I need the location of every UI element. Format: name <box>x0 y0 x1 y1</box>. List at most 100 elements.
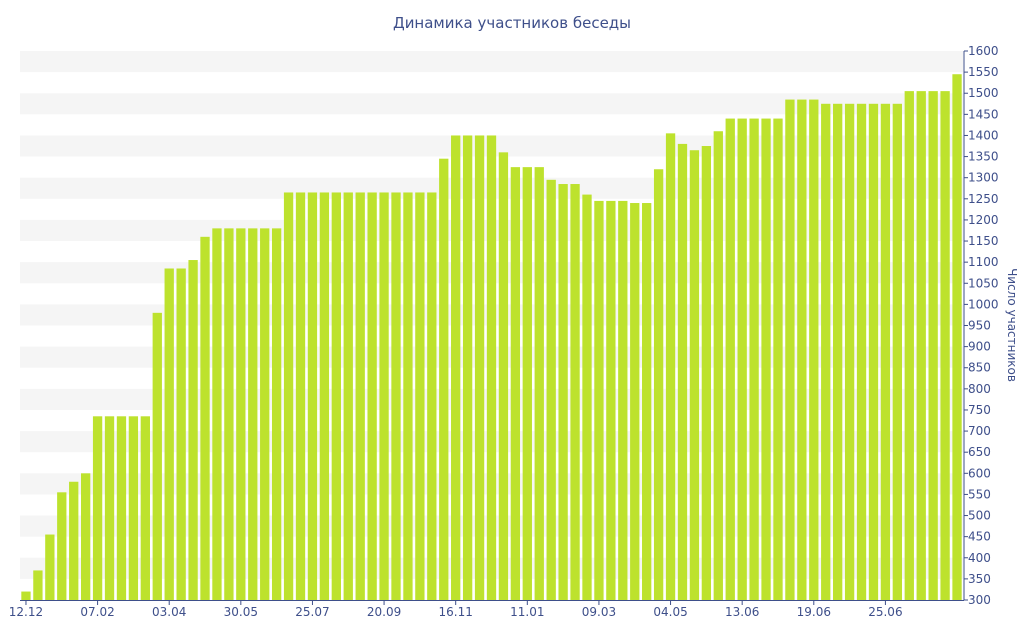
bar <box>128 416 139 600</box>
bar <box>200 236 210 600</box>
x-tick-label: 07.02 <box>80 605 114 619</box>
x-tick-label: 19.06 <box>797 605 831 619</box>
bar <box>546 179 556 601</box>
bar <box>104 416 115 600</box>
bar <box>821 103 831 600</box>
bar <box>677 143 688 600</box>
bar <box>952 74 962 601</box>
y-tick-label: 300 <box>968 593 991 607</box>
bar <box>92 416 103 600</box>
bar <box>415 192 425 600</box>
bar <box>69 481 79 600</box>
bar <box>522 167 532 600</box>
y-tick-label: 600 <box>968 466 991 480</box>
bar <box>594 200 604 601</box>
bar <box>236 228 246 600</box>
x-tick-label: 25.06 <box>868 605 902 619</box>
bar <box>81 473 91 600</box>
y-tick-label: 350 <box>968 572 991 586</box>
bar <box>665 133 676 600</box>
bar <box>797 99 807 600</box>
bar <box>701 146 712 600</box>
bar <box>630 203 640 600</box>
x-tick-label: 03.04 <box>152 605 186 619</box>
bar <box>940 91 950 601</box>
x-tick-label: 25.07 <box>295 605 329 619</box>
bar <box>570 184 580 600</box>
y-tick-label: 850 <box>968 361 991 375</box>
bar <box>391 192 401 600</box>
bar <box>642 203 652 600</box>
bar <box>271 228 282 600</box>
y-tick-label: 800 <box>968 382 991 396</box>
bar <box>224 228 234 600</box>
y-tick-label: 1000 <box>968 297 999 311</box>
y-tick-label: 500 <box>968 509 991 523</box>
bar <box>343 192 353 600</box>
x-axis: 12.12 07.02 03.04 30.05 25.07 20.09 16.11 11.01… <box>9 600 964 619</box>
bar <box>653 169 664 600</box>
y-tick-label: 900 <box>968 340 991 354</box>
bar <box>737 118 747 600</box>
bar <box>892 103 902 600</box>
bar <box>45 534 55 600</box>
bar <box>534 167 544 600</box>
bar <box>916 91 926 601</box>
y-axis-title: Число участников <box>1005 268 1019 382</box>
bar <box>176 268 186 600</box>
bar <box>188 260 198 600</box>
y-tick-label: 1450 <box>968 107 999 121</box>
bar <box>140 416 150 600</box>
y-tick-label: 1500 <box>968 86 999 100</box>
bar <box>403 192 413 600</box>
y-tick-label: 650 <box>968 445 991 459</box>
bar <box>379 192 389 600</box>
y-tick-label: 1600 <box>968 44 999 58</box>
bar <box>307 192 318 600</box>
grid-band <box>20 93 963 115</box>
x-tick-label: 20.09 <box>367 605 401 619</box>
y-tick-label: 450 <box>968 530 991 544</box>
bar <box>582 194 592 600</box>
chart-title: Динамика участников беседы <box>393 14 631 32</box>
bar <box>486 135 497 600</box>
bar <box>833 103 843 600</box>
x-tick-label: 16.11 <box>439 605 473 619</box>
bar <box>212 228 222 600</box>
bar <box>331 192 341 600</box>
bar <box>558 184 568 600</box>
bar <box>773 118 783 600</box>
bar <box>295 192 306 600</box>
bar <box>880 103 891 600</box>
y-tick-label: 1150 <box>968 234 999 248</box>
bar <box>498 152 509 600</box>
y-tick-label: 1200 <box>968 213 999 227</box>
bar <box>21 591 31 600</box>
bar <box>33 570 43 600</box>
bar <box>713 131 723 601</box>
bar <box>248 228 258 600</box>
bar <box>164 268 174 600</box>
y-tick-label: 750 <box>968 403 991 417</box>
bar <box>283 192 294 600</box>
grid-band <box>20 51 963 73</box>
bar <box>57 492 67 600</box>
x-tick-label: 13.06 <box>725 605 759 619</box>
y-tick-label: 1400 <box>968 128 999 142</box>
x-tick-label: 30.05 <box>224 605 258 619</box>
bar <box>725 118 735 600</box>
x-tick-label: 11.01 <box>510 605 544 619</box>
y-tick-label: 700 <box>968 424 991 438</box>
bar <box>439 158 449 600</box>
y-tick-label: 400 <box>968 551 991 565</box>
bar <box>606 200 616 601</box>
y-tick-label: 1350 <box>968 150 999 164</box>
bar <box>116 416 127 600</box>
y-tick-label: 550 <box>968 487 991 501</box>
bar <box>689 150 700 601</box>
bar <box>462 135 473 600</box>
bar <box>761 118 771 600</box>
bar <box>868 103 879 600</box>
y-tick-label: 1250 <box>968 192 999 206</box>
